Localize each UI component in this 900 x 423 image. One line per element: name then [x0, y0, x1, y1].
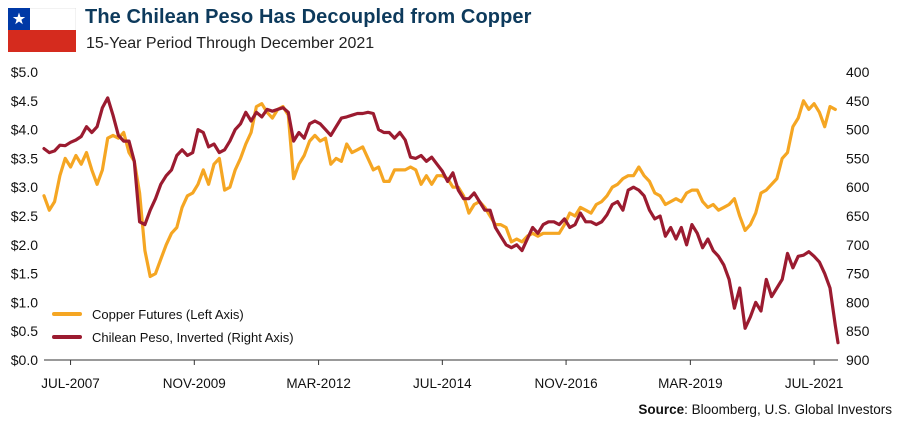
legend-swatch-peso — [52, 335, 82, 339]
y-left-tick-label: $3.0 — [11, 179, 38, 195]
chart-subtitle: 15-Year Period Through December 2021 — [86, 35, 375, 52]
source-text: : Bloomberg, U.S. Global Investors — [684, 402, 892, 417]
y-left-tick-label: $5.0 — [11, 64, 38, 80]
y-right-tick-label: 800 — [846, 294, 870, 310]
chilean-peso-line — [42, 96, 840, 345]
y-right-tick-label: 850 — [846, 323, 870, 339]
y-left-tick-label: $2.0 — [11, 237, 38, 253]
y-left-tick-label: $4.0 — [11, 122, 38, 138]
y-left-tick-label: $4.5 — [11, 93, 38, 109]
legend-label-copper: Copper Futures (Left Axis) — [92, 306, 244, 322]
chart-title: The Chilean Peso Has Decoupled from Copp… — [85, 6, 532, 28]
source-label: Source — [638, 402, 685, 417]
y-left-tick-label: $1.0 — [11, 294, 38, 310]
legend-swatch-copper — [52, 312, 82, 316]
source-note: Source: Bloomberg, U.S. Global Investors — [638, 402, 892, 417]
y-right-tick-label: 900 — [846, 352, 870, 368]
x-tick-label: NOV-2016 — [535, 376, 598, 391]
y-left-tick-label: $2.5 — [11, 208, 38, 224]
chart-legend: Copper Futures (Left Axis) Chilean Peso,… — [52, 304, 294, 350]
y-right-tick-label: 400 — [846, 64, 870, 80]
chile-flag-icon — [8, 8, 76, 52]
y-right-tick-label: 600 — [846, 179, 870, 195]
y-left-tick-label: $0.5 — [11, 323, 38, 339]
x-tick-label: NOV-2009 — [163, 376, 226, 391]
y-left-tick-label: $0.0 — [11, 352, 38, 368]
y-right-tick-label: 550 — [846, 150, 870, 166]
y-right-tick-label: 700 — [846, 237, 870, 253]
x-tick-label: MAR-2019 — [658, 376, 723, 391]
x-tick-label: MAR-2012 — [286, 376, 351, 391]
x-tick-label: JUL-2014 — [413, 376, 472, 391]
chart-series — [42, 96, 840, 345]
legend-item-peso: Chilean Peso, Inverted (Right Axis) — [52, 327, 294, 347]
legend-item-copper: Copper Futures (Left Axis) — [52, 304, 294, 324]
y-right-tick-label: 500 — [846, 122, 870, 138]
y-left-tick-label: $1.5 — [11, 266, 38, 282]
y-right-tick-label: 650 — [846, 208, 870, 224]
chart-axes: $5.0 $4.5 $4.0 $3.5 $3.0 $2.5 $2.0 $1.5 $1.0 $0.5… — [11, 64, 870, 391]
x-tick-label: JUL-2007 — [41, 376, 100, 391]
y-right-tick-label: 750 — [846, 266, 870, 282]
flag-star-icon — [12, 12, 26, 25]
y-right-tick-label: 450 — [846, 93, 870, 109]
y-left-tick-label: $3.5 — [11, 150, 38, 166]
flag-red-stripe — [8, 30, 76, 52]
x-tick-label: JUL-2021 — [785, 376, 844, 391]
copper-futures-line — [42, 99, 837, 279]
legend-label-peso: Chilean Peso, Inverted (Right Axis) — [92, 329, 294, 345]
